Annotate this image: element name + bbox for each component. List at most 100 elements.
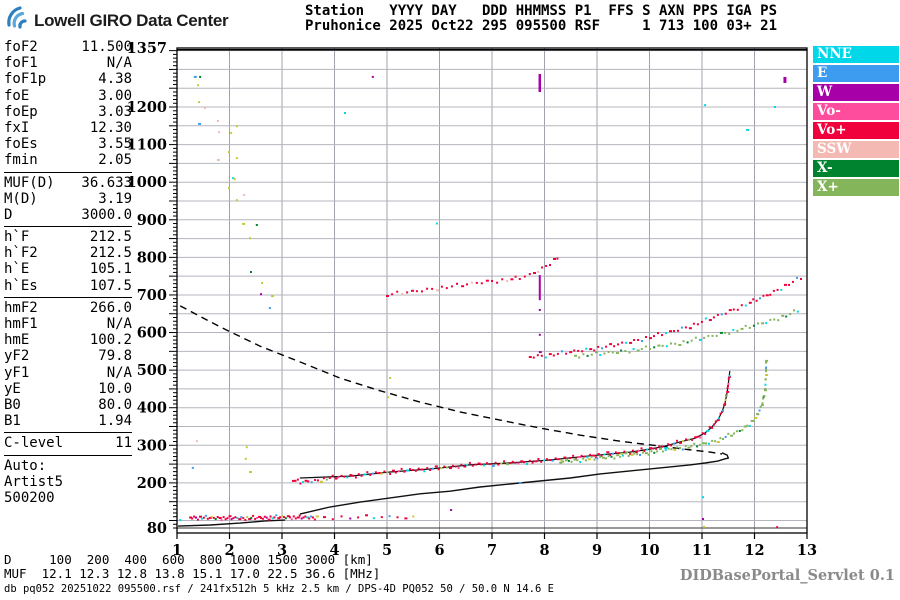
legend-item-voplus: Vo+	[813, 122, 899, 139]
parameter-label: foE	[4, 87, 30, 104]
parameter-value: 3.55	[98, 136, 132, 153]
x-axis-label: 7	[487, 542, 497, 559]
legend-item-ssw: SSW	[813, 141, 899, 158]
parameter-row: B0 80.0	[4, 397, 132, 413]
servlet-version-label: DIDBasePortal_Servlet 0.1	[679, 567, 895, 584]
trace-upper-hop-trace	[386, 257, 559, 297]
parameter-row: h`F2 212.5	[4, 245, 132, 261]
parameter-value: 10.0	[98, 380, 132, 397]
parameter-value: 80.0	[98, 396, 132, 413]
y-axis-label: 1000	[127, 174, 167, 191]
parameter-row: B1 1.94	[4, 413, 132, 429]
x-axis-label: 12	[744, 542, 764, 559]
station-header: Station YYYY DAY DDD HHMMSS P1 FFS S AXN…	[305, 4, 777, 34]
y-axis-label: 600	[137, 325, 167, 342]
panel-divider	[4, 171, 132, 173]
parameter-label: fxI	[4, 119, 30, 136]
trace-f-trace-x-mode	[559, 359, 769, 464]
panel-divider	[4, 226, 132, 228]
parameter-label: h`F2	[4, 245, 38, 262]
parameter-value: 100.2	[89, 332, 132, 349]
model-curves	[178, 305, 731, 527]
parameter-label: D	[4, 206, 13, 223]
axis-labels: 1357120011001000900800700600500400300200…	[127, 40, 817, 559]
parameter-row: foEs 3.55	[4, 136, 132, 152]
parameter-label: foF1	[4, 55, 38, 72]
parameter-row: yE 10.0	[4, 381, 132, 397]
parameter-value: N/A	[106, 316, 132, 332]
parameter-row: foE 3.00	[4, 88, 132, 104]
measurement-file-info: db pq052 20251022 095500.rsf / 241fx512h…	[4, 583, 554, 595]
y-axis-label: 400	[137, 400, 167, 417]
parameter-label: yF1	[4, 364, 30, 381]
trace-second-hop-x-trace	[574, 309, 799, 359]
parameter-label: yE	[4, 380, 21, 397]
parameter-label: M(D)	[4, 190, 38, 207]
y-axis-label: 300	[137, 437, 167, 454]
parameter-value: 107.5	[89, 277, 132, 294]
parameter-row: foEp 3.03	[4, 104, 132, 120]
parameter-row: hmF1 N/A	[4, 316, 132, 332]
x-axis-label: 3	[277, 542, 287, 559]
parameter-value: 3.19	[98, 190, 132, 207]
signal-arcs-icon	[6, 5, 32, 36]
y-axis-label: 1200	[127, 99, 167, 116]
parameter-value: 11	[115, 435, 132, 452]
parameter-row: h`F 212.5	[4, 229, 132, 245]
parameter-label: foF2	[4, 39, 38, 55]
parameter-value: 4.38	[98, 71, 132, 88]
x-axis-label: 1	[172, 542, 182, 559]
parameter-label: hmE	[4, 332, 30, 349]
parameter-value: 3.00	[98, 87, 132, 104]
legend-item-e: E	[813, 65, 899, 82]
parameter-value: 212.5	[89, 229, 132, 246]
legend-item-xplus: X+	[813, 179, 899, 196]
parameter-row: foF1p 4.38	[4, 71, 132, 87]
legend-item-vominus: Vo-	[813, 103, 899, 120]
parameter-value: 79.8	[98, 348, 132, 365]
parameter-value: 266.0	[89, 299, 132, 316]
parameter-value: 212.5	[89, 245, 132, 262]
muf-distance-table: D 100 200 400 600 800 1000 1500 3000 [km…	[4, 553, 380, 580]
parameter-label: h`E	[4, 261, 30, 278]
autoscaling-line: Auto:	[4, 457, 47, 474]
parameter-row: MUF(D) 36.633	[4, 175, 132, 191]
parameter-label: h`F	[4, 229, 30, 246]
legend-item-nne: NNE	[813, 46, 899, 63]
autoscaling-line: Artist5	[4, 473, 64, 490]
x-axis-label: 13	[797, 542, 817, 559]
parameter-value: N/A	[106, 55, 132, 72]
x-axis-label: 10	[639, 542, 659, 559]
parameter-label: foF1p	[4, 71, 47, 88]
station-header-fields: Station YYYY DAY DDD HHMMSS P1 FFS S AXN…	[305, 3, 778, 19]
autoscaling-line: 500200	[4, 489, 55, 506]
legend-item-xminus: X-	[813, 160, 899, 177]
e-layer-profile	[178, 519, 286, 527]
noise-echo-dots	[179, 75, 779, 529]
x-axis-label: 4	[329, 542, 339, 559]
panel-divider	[4, 296, 132, 298]
x-axis-label: 2	[224, 542, 234, 559]
y-axis-label: 200	[137, 475, 167, 492]
trace-f-trace-o-mode	[292, 374, 732, 485]
parameter-value: 36.633	[81, 174, 132, 191]
autoscaling-info: Auto: Artist5 500200	[4, 458, 132, 507]
y-axis-label: 900	[137, 212, 167, 229]
parameter-value: 1.94	[98, 413, 132, 430]
panel-divider	[4, 432, 132, 434]
parameter-label: foEp	[4, 103, 38, 120]
x-axis-label: 8	[539, 542, 549, 559]
horizontal-gridlines	[177, 50, 807, 521]
parameter-value: N/A	[106, 364, 132, 381]
trace-second-hop-o-trace	[528, 276, 802, 359]
muf-row: MUF 12.1 12.3 12.8 13.8 15.1 17.0 22.5 3…	[4, 565, 381, 581]
x-axis-label: 11	[692, 542, 712, 559]
parameter-row: fmin 2.05	[4, 152, 132, 168]
distance-row: D 100 200 400 600 800 1000 1500 3000 [km…	[4, 552, 373, 567]
logo-title: Lowell GIRO Data Center	[34, 10, 229, 30]
y-axis-label: 1100	[127, 137, 167, 154]
parameter-label: hmF1	[4, 316, 38, 332]
parameter-label: C-level	[4, 435, 64, 452]
parameter-label: MUF(D)	[4, 174, 55, 191]
